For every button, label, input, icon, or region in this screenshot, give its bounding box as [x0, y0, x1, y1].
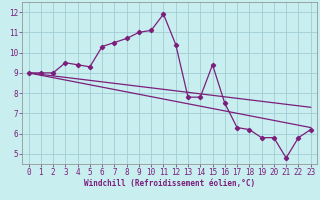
- X-axis label: Windchill (Refroidissement éolien,°C): Windchill (Refroidissement éolien,°C): [84, 179, 255, 188]
